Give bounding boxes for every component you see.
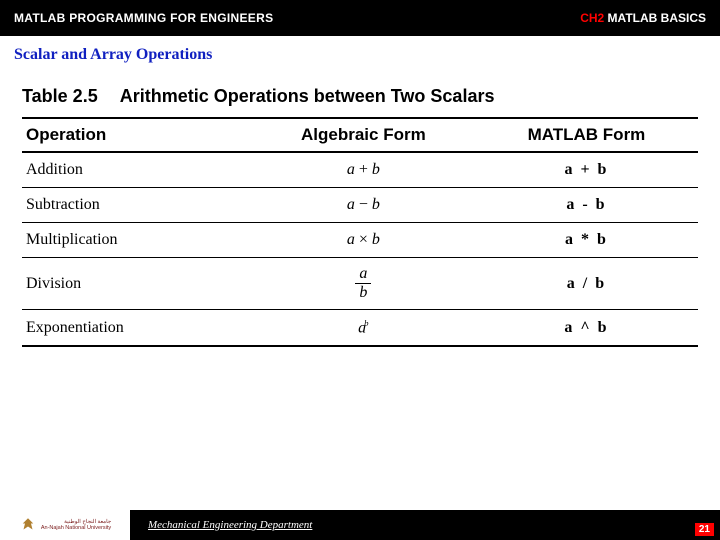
university-name-en: An-Najah National University: [41, 525, 111, 531]
table-header-row: Operation Algebraic Form MATLAB Form: [22, 118, 698, 152]
matlab-form: a / b: [475, 258, 698, 310]
operation-name: Exponentiation: [22, 310, 252, 347]
table-row: Divisionaba / b: [22, 258, 698, 310]
algebraic-form: ab: [252, 310, 475, 347]
algebraic-form: a + b: [252, 152, 475, 188]
operation-name: Addition: [22, 152, 252, 188]
university-name: جامعة النجاح الوطنية An-Najah National U…: [41, 519, 111, 531]
page-number: 21: [695, 523, 714, 536]
col-matlab: MATLAB Form: [475, 118, 698, 152]
content-area: Table 2.5 Arithmetic Operations between …: [0, 86, 720, 347]
section-title: Scalar and Array Operations: [0, 36, 720, 86]
col-operation: Operation: [22, 118, 252, 152]
table-row: Additiona + ba + b: [22, 152, 698, 188]
slide-header: MATLAB PROGRAMMING FOR ENGINEERS CH2 MAT…: [0, 0, 720, 36]
matlab-form: a - b: [475, 188, 698, 223]
algebraic-form: ab: [252, 258, 475, 310]
matlab-form: a + b: [475, 152, 698, 188]
operation-name: Multiplication: [22, 223, 252, 258]
table-row: Exponentiationaba ^ b: [22, 310, 698, 347]
table-caption: Arithmetic Operations between Two Scalar…: [120, 86, 495, 107]
table-row: Subtractiona − ba - b: [22, 188, 698, 223]
table-label: Table 2.5: [22, 86, 98, 107]
slide-footer: جامعة النجاح الوطنية An-Najah National U…: [0, 510, 720, 540]
matlab-form: a ^ b: [475, 310, 698, 347]
header-title-left: MATLAB PROGRAMMING FOR ENGINEERS: [14, 11, 273, 25]
col-algebraic: Algebraic Form: [252, 118, 475, 152]
chapter-label: CH2: [580, 11, 604, 25]
operation-name: Subtraction: [22, 188, 252, 223]
algebraic-form: a − b: [252, 188, 475, 223]
university-logo: جامعة النجاح الوطنية An-Najah National U…: [0, 510, 130, 540]
matlab-form: a * b: [475, 223, 698, 258]
chapter-rest: MATLAB BASICS: [604, 11, 706, 25]
table-row: Multiplicationa × ba * b: [22, 223, 698, 258]
department-label: Mechanical Engineering Department: [130, 519, 720, 531]
header-title-right: CH2 MATLAB BASICS: [580, 11, 706, 25]
operation-name: Division: [22, 258, 252, 310]
table-title-row: Table 2.5 Arithmetic Operations between …: [22, 86, 698, 107]
algebraic-form: a × b: [252, 223, 475, 258]
eagle-icon: [19, 516, 37, 534]
operations-table: Operation Algebraic Form MATLAB Form Add…: [22, 117, 698, 347]
